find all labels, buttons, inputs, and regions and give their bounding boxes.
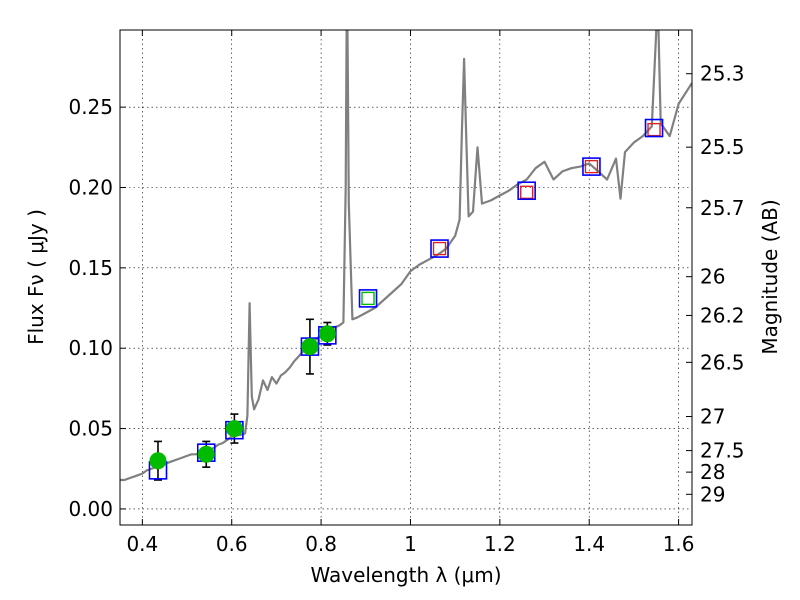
plot-area bbox=[120, 30, 692, 482]
magnitude-tick-label: 25.3 bbox=[700, 62, 745, 86]
model-photometry-marker bbox=[644, 118, 664, 138]
observed-photometry-point bbox=[301, 338, 319, 356]
magnitude-tick-label: 25.7 bbox=[700, 196, 745, 220]
grid-lines bbox=[120, 30, 692, 525]
y-tick-label: 0.10 bbox=[68, 336, 113, 360]
magnitude-tick-label: 27.5 bbox=[700, 439, 745, 463]
magnitude-tick-label: 26.2 bbox=[700, 303, 745, 327]
model-photometry-marker bbox=[517, 181, 536, 201]
red-photometry-marker bbox=[647, 122, 661, 137]
x-tick-label: 0.4 bbox=[126, 532, 158, 556]
y-tick-label: 0.25 bbox=[68, 95, 113, 119]
x-tick-label: 1.2 bbox=[484, 532, 516, 556]
model-photometry-marker bbox=[358, 289, 378, 308]
y-tick-label: 0.00 bbox=[68, 497, 113, 521]
red-photometry-marker bbox=[584, 159, 599, 174]
y-tick-label: 0.05 bbox=[68, 417, 113, 441]
y-tick-label: 0.15 bbox=[68, 256, 113, 280]
x-tick-label: 0.6 bbox=[216, 532, 248, 556]
y-axis: 0.00 0.05 0.10 0.15 0.20 0.25 bbox=[68, 95, 126, 521]
x-tick-label: 1 bbox=[404, 532, 417, 556]
y-tick-label: 0.20 bbox=[68, 176, 113, 200]
magnitude-tick-label: 25.5 bbox=[700, 135, 745, 159]
magnitude-tick-label: 28 bbox=[700, 460, 725, 484]
x-tick-label: 1.4 bbox=[573, 532, 605, 556]
x-axis: 0.4 0.6 0.8 1 1.2 1.4 1.6 bbox=[126, 30, 695, 556]
plot-frame bbox=[119, 29, 693, 526]
red-photometry-marker bbox=[432, 241, 447, 256]
magnitude-tick-label: 27 bbox=[700, 405, 725, 429]
observed-photometry-point bbox=[225, 420, 243, 438]
model-photometry-marker bbox=[430, 239, 449, 258]
magnitude-tick-label: 29 bbox=[700, 482, 725, 506]
observed-photometry-point bbox=[197, 445, 215, 463]
x-tick-label: 0.8 bbox=[305, 532, 337, 556]
magnitude-tick-label: 26.5 bbox=[700, 350, 745, 374]
spectrum-line bbox=[120, 30, 692, 482]
magnitude-axis-label: Magnitude (AB) bbox=[758, 199, 782, 354]
observed-photometry-point bbox=[149, 452, 167, 470]
y-axis-label: Flux Fν ( μJy ) bbox=[24, 209, 48, 345]
observed-photometry-point bbox=[318, 325, 336, 343]
green-limit-marker bbox=[361, 291, 375, 306]
red-photometry-marker bbox=[519, 185, 534, 200]
x-tick-label: 1.6 bbox=[663, 532, 695, 556]
x-axis-label: Wavelength λ (μm) bbox=[310, 563, 501, 587]
model-photometry-marker bbox=[582, 157, 601, 176]
magnitude-tick-label: 26 bbox=[700, 265, 725, 289]
